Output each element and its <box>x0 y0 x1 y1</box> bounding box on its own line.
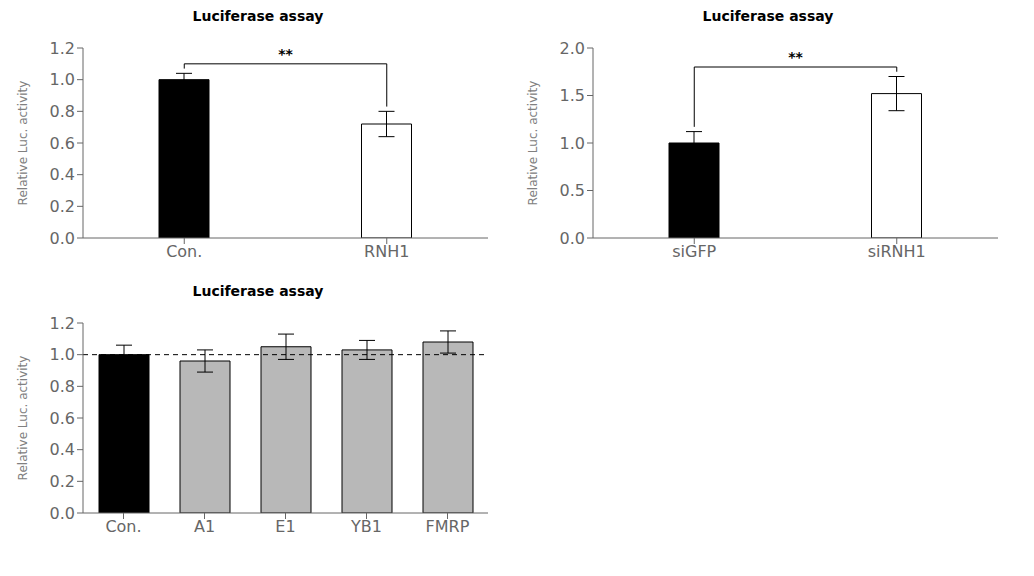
svg-text:0.8: 0.8 <box>50 377 75 396</box>
svg-text:Con.: Con. <box>166 242 202 261</box>
html-text:Luciferase assay: Luciferase assay <box>192 8 324 24</box>
svg-text:1.2: 1.2 <box>50 314 75 333</box>
svg-text:2.0: 2.0 <box>560 39 585 58</box>
svg-text:0.6: 0.6 <box>50 409 75 428</box>
svg-text:0.4: 0.4 <box>50 440 75 459</box>
svg-text:RNH1: RNH1 <box>364 242 409 261</box>
svg-text:0.0: 0.0 <box>560 229 585 248</box>
svg-text:siRNH1: siRNH1 <box>868 242 926 261</box>
svg-text:1.5: 1.5 <box>560 86 585 105</box>
html-text:Luciferase assay: Luciferase assay <box>192 283 324 299</box>
svg-text:E1: E1 <box>275 517 295 536</box>
svg-text:siGFP: siGFP <box>672 242 716 261</box>
svg-text:0.8: 0.8 <box>50 102 75 121</box>
svg-text:1.0: 1.0 <box>560 134 585 153</box>
svg-text:0.0: 0.0 <box>50 229 75 248</box>
svg-text:YB1: YB1 <box>350 517 382 536</box>
svg-text:1.0: 1.0 <box>50 70 75 89</box>
svg-text:Relative Luc. activity: Relative Luc. activity <box>16 356 30 481</box>
html-text:Luciferase assay: Luciferase assay <box>702 8 834 24</box>
svg-text:A1: A1 <box>194 517 215 536</box>
svg-text:0.2: 0.2 <box>50 197 75 216</box>
svg-text:0.6: 0.6 <box>50 134 75 153</box>
svg-text:1.2: 1.2 <box>50 39 75 58</box>
svg-text:1.0: 1.0 <box>50 345 75 364</box>
svg-text:0.4: 0.4 <box>50 165 75 184</box>
svg-text:FMRP: FMRP <box>426 517 470 536</box>
svg-text:0.2: 0.2 <box>50 472 75 491</box>
svg-text:**: ** <box>788 49 803 65</box>
svg-text:**: ** <box>278 46 293 62</box>
svg-text:0.5: 0.5 <box>560 181 585 200</box>
svg-text:0.0: 0.0 <box>50 504 75 523</box>
svg-text:Relative Luc. activity: Relative Luc. activity <box>526 81 540 206</box>
svg-text:Relative Luc. activity: Relative Luc. activity <box>16 81 30 206</box>
svg-text:Con.: Con. <box>105 517 141 536</box>
